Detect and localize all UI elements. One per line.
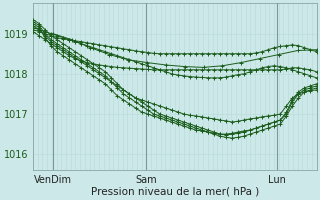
X-axis label: Pression niveau de la mer( hPa ): Pression niveau de la mer( hPa ) [91, 187, 259, 197]
